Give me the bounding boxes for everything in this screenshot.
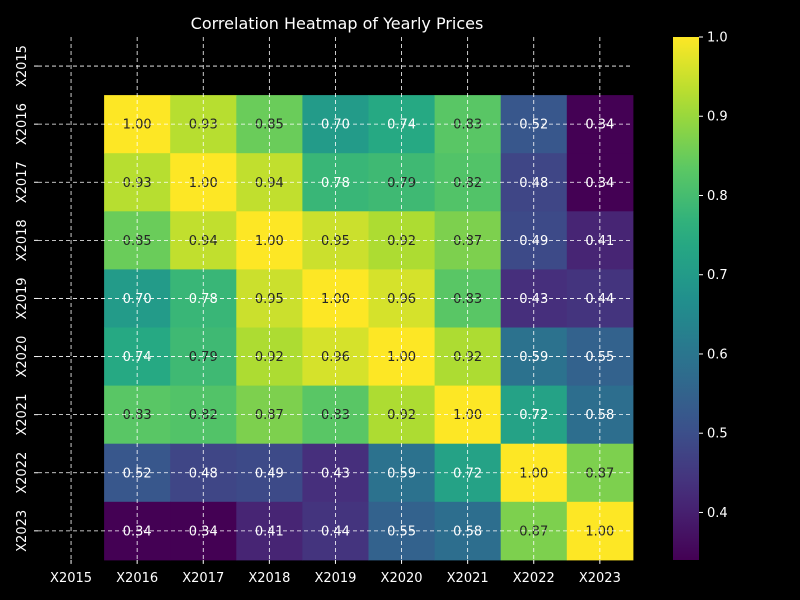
cell-label-X2016-X2021: 0.83: [453, 118, 482, 133]
cell-label-X2017-X2017: 1.00: [189, 176, 218, 191]
cell-label-X2020-X2022: 0.59: [519, 350, 548, 365]
heatmap-grid: [38, 37, 633, 560]
cell-label-X2023-X2017: 0.34: [189, 524, 218, 539]
colorbar-tick-label-0.9: 0.9: [707, 110, 728, 125]
cell-label-X2023-X2018: 0.41: [255, 524, 284, 539]
colorbar-tick-label-0.5: 0.5: [707, 427, 728, 442]
colorbar-tick-label-0.4: 0.4: [707, 506, 728, 521]
cell-label-X2016-X2018: 0.85: [255, 118, 284, 133]
y-tick-label-X2020: X2020: [15, 336, 30, 378]
colorbar-tick-label-0.6: 0.6: [707, 347, 728, 362]
cell-label-X2023-X2021: 0.58: [453, 524, 482, 539]
cell-label-X2023-X2023: 1.00: [585, 524, 614, 539]
x-tick-label-X2019: X2019: [314, 571, 356, 586]
x-tick-label-X2017: X2017: [182, 571, 224, 586]
x-tick-label-X2018: X2018: [248, 571, 290, 586]
y-tick-label-X2018: X2018: [15, 219, 30, 261]
cell-label-X2016-X2023: 0.34: [585, 118, 614, 133]
cell-label-X2020-X2018: 0.92: [255, 350, 284, 365]
cell-label-X2016-X2019: 0.70: [321, 118, 350, 133]
cell-label-X2016-X2017: 0.93: [189, 118, 218, 133]
y-tick-label-X2016: X2016: [15, 103, 30, 145]
cell-label-X2016-X2022: 0.52: [519, 118, 548, 133]
x-axis-ticks: X2015 X2016 X2017 X2018 X2019 X2020 X2021 X2022…: [50, 559, 621, 586]
cell-label-X2020-X2020: 1.00: [387, 350, 416, 365]
y-tick-label-X2017: X2017: [15, 161, 30, 203]
x-tick-label-X2015: X2015: [50, 571, 92, 586]
cell-label-X2020-X2017: 0.79: [189, 350, 218, 365]
cell-label-X2017-X2021: 0.82: [453, 176, 482, 191]
x-tick-label-X2016: X2016: [116, 571, 158, 586]
cell-label-X2023-X2019: 0.44: [321, 524, 350, 539]
y-axis-ticks: X2015 X2016 X2017 X2018 X2019 X2020 X2021 X2022…: [15, 45, 38, 552]
chart-title: Correlation Heatmap of Yearly Prices: [191, 14, 484, 33]
colorbar-gradient: [673, 37, 699, 560]
x-tick-label-X2022: X2022: [513, 571, 555, 586]
x-tick-label-X2023: X2023: [579, 571, 621, 586]
cell-label-X2017-X2022: 0.48: [519, 176, 548, 191]
x-tick-label-X2020: X2020: [381, 571, 423, 586]
y-tick-label-X2015: X2015: [15, 45, 30, 87]
cell-label-X2017-X2018: 0.94: [255, 176, 284, 191]
cell-label-X2020-X2021: 0.92: [453, 350, 482, 365]
cell-label-X2020-X2016: 0.74: [123, 350, 152, 365]
x-tick-label-X2021: X2021: [447, 571, 489, 586]
cell-label-X2023-X2022: 0.87: [519, 524, 548, 539]
cell-label-X2017-X2023: 0.34: [585, 176, 614, 191]
y-tick-label-X2019: X2019: [15, 277, 30, 319]
colorbar-tick-label-0.8: 0.8: [707, 189, 728, 204]
cell-label-X2023-X2020: 0.55: [387, 524, 416, 539]
colorbar-tick-label-0.7: 0.7: [707, 268, 728, 283]
heatmap-cells: 1.00 0.93 0.85 0.70 0.74 0.83 0.52 0.34 0.93 1.00…: [104, 95, 634, 561]
cell-label-X2016-X2016: 1.00: [123, 118, 152, 133]
cell-label-X2023-X2016: 0.34: [123, 524, 152, 539]
y-tick-label-X2022: X2022: [15, 452, 30, 494]
cell-label-X2017-X2020: 0.79: [387, 176, 416, 191]
cell-label-X2020-X2019: 0.96: [321, 350, 350, 365]
y-tick-label-X2023: X2023: [15, 510, 30, 552]
cell-label-X2017-X2019: 0.78: [321, 176, 350, 191]
cell-label-X2020-X2023: 0.55: [585, 350, 614, 365]
cell-label-X2016-X2020: 0.74: [387, 118, 416, 133]
colorbar: 0.4 0.5 0.6 0.7 0.8 0.9 1.0: [673, 31, 728, 560]
cell-label-X2017-X2016: 0.93: [123, 176, 152, 191]
y-tick-label-X2021: X2021: [15, 394, 30, 436]
colorbar-tick-label-1: 1.0: [707, 31, 728, 46]
